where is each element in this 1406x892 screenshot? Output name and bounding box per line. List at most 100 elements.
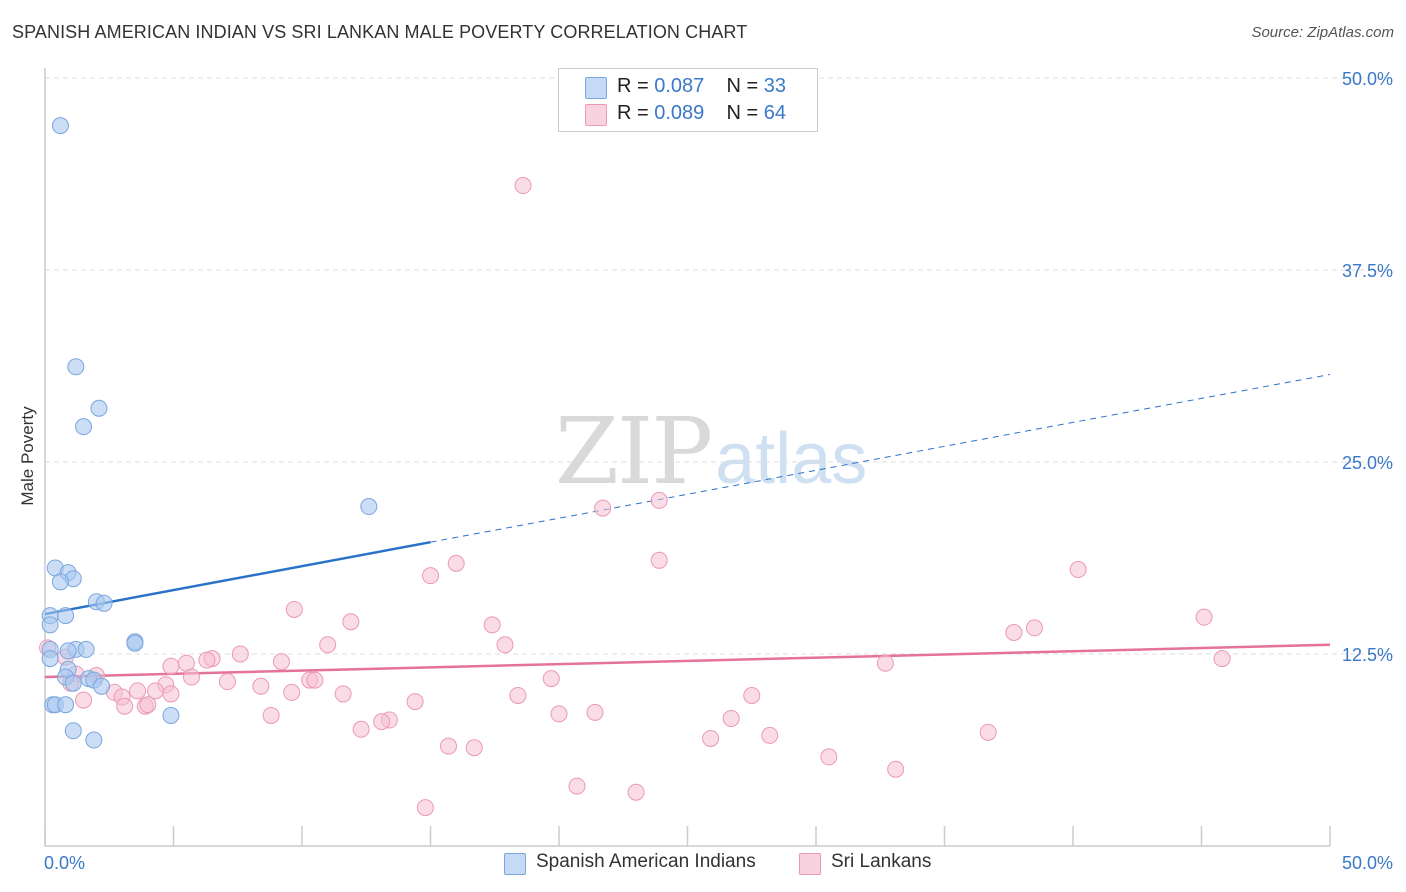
axes (44, 68, 1331, 847)
spanish-american-indians-point (95, 594, 113, 612)
x-tick-label: 0.0% (44, 853, 85, 873)
grid-lines (45, 77, 1392, 655)
sri-lankans-point (509, 686, 527, 704)
sri-lankans-point (129, 682, 147, 700)
sri-lankans-point (422, 567, 439, 585)
spanish-american-indians-point (77, 640, 95, 658)
n-label: N = (726, 75, 759, 97)
sri-lankans-point (979, 723, 997, 741)
legend-swatch-pink (585, 104, 607, 126)
n-label: N = (726, 102, 759, 124)
sri-lankans-point (542, 670, 560, 688)
sri-lankans-point (334, 685, 352, 703)
sri-lankans-point (876, 654, 894, 672)
sri-lankans-point (627, 783, 645, 801)
sri-lankans-point (568, 777, 586, 795)
sri-lankans-point (283, 683, 301, 701)
legend-swatch-blue (585, 77, 607, 99)
sri-lankans-point (1195, 608, 1213, 626)
spanish-american-indians-point (67, 358, 85, 376)
spanish-american-indians-point (90, 399, 108, 417)
sri-lankans-point (352, 720, 370, 738)
x-tick-label: 50.0% (1342, 853, 1393, 873)
correlation-legend: R = 0.087 N = 33 R = 0.089 N = 64 (558, 68, 818, 132)
spanish-american-indians-point (64, 674, 82, 692)
sri-lankans-point (722, 710, 740, 728)
sri-lankans-point (483, 616, 501, 634)
sri-lankans-point (342, 613, 360, 631)
sri-lankans-point (702, 729, 720, 747)
sri-lankans-point (743, 686, 761, 704)
sri-lankans-point (252, 677, 270, 695)
spanish-american-indians-point (75, 418, 93, 436)
sri-lankans-point (139, 696, 157, 714)
sri-lankans-point (465, 739, 483, 757)
spanish-american-indians-point (57, 696, 75, 714)
spanish-american-indians-point (64, 722, 82, 740)
source-label: Source: ZipAtlas.com (1251, 24, 1394, 41)
spanish-american-indians-point (41, 616, 59, 634)
series-swatch-pink (799, 853, 821, 875)
sri-lankans-point (116, 697, 134, 715)
spanish-american-indians-point (85, 731, 103, 749)
data-points (39, 117, 1231, 817)
sri-lankans-point (198, 651, 216, 669)
n-value: 33 (763, 75, 787, 97)
sri-lankans-point (514, 177, 532, 195)
sri-lankans-point (550, 705, 568, 723)
sri-lankans-point (761, 726, 779, 744)
y-tick-label: 25.0% (1342, 453, 1393, 473)
r-value: 0.087 (654, 75, 705, 97)
chart-title: SPANISH AMERICAN INDIAN VS SRI LANKAN MA… (12, 22, 748, 42)
sri-lankans-point (887, 760, 905, 778)
series-label: Spanish American Indians (536, 851, 756, 872)
trend-line-sri-lankans (44, 643, 1331, 679)
n-value: 64 (763, 102, 787, 124)
sri-lankans-point (406, 693, 424, 711)
sri-lankans-point (272, 653, 290, 671)
spanish-american-indians-point (41, 650, 59, 668)
sri-lankans-point (182, 668, 200, 686)
series-swatch-blue (504, 853, 526, 875)
sri-lankans-point (416, 799, 434, 817)
sri-lankans-point (447, 554, 465, 572)
spanish-american-indians-point (57, 607, 75, 625)
sri-lankans-point (306, 671, 324, 689)
sri-lankans-point (373, 713, 391, 731)
sri-lankans-point (285, 600, 303, 618)
r-value: 0.089 (654, 102, 705, 124)
sri-lankans-point (319, 636, 337, 654)
sri-lankans-point (162, 685, 180, 703)
sri-lankans-point (439, 737, 457, 755)
sri-lankans-point (496, 636, 514, 654)
spanish-american-indians-point (360, 498, 378, 516)
sri-lankans-point (218, 673, 236, 691)
spanish-american-indians-point (93, 677, 111, 695)
sri-lankans-point (1025, 619, 1043, 637)
tick-labels: 12.5% 25.0% 37.5% 50.0% 0.0% 50.0% (44, 69, 1393, 873)
sri-lankans-point (262, 706, 280, 724)
sri-lankans-point (650, 491, 668, 509)
sri-lankans-point (162, 657, 180, 675)
y-tick-label: 50.0% (1342, 69, 1393, 89)
sri-lankans-point (231, 645, 249, 663)
spanish-american-indians-point (162, 706, 180, 724)
y-tick-label: 37.5% (1342, 261, 1393, 281)
spanish-american-indians-point (59, 642, 77, 660)
r-label: R = (617, 102, 649, 124)
series-label: Sri Lankans (831, 851, 932, 872)
trend-lines (44, 373, 1331, 679)
sri-lankans-point (1213, 650, 1231, 668)
spanish-american-indians-point (51, 117, 69, 135)
sri-lankans-point (1069, 561, 1087, 579)
sri-lankans-point (594, 499, 612, 517)
sri-lankans-point (820, 748, 838, 766)
sri-lankans-point (75, 691, 93, 709)
sri-lankans-point (650, 551, 668, 569)
y-tick-label: 12.5% (1342, 645, 1393, 665)
sri-lankans-point (1005, 623, 1023, 641)
trend-line-spanish-american-indians-projected (430, 373, 1331, 543)
spanish-american-indians-point (126, 634, 144, 652)
y-axis-label: Male Poverty (18, 406, 37, 506)
